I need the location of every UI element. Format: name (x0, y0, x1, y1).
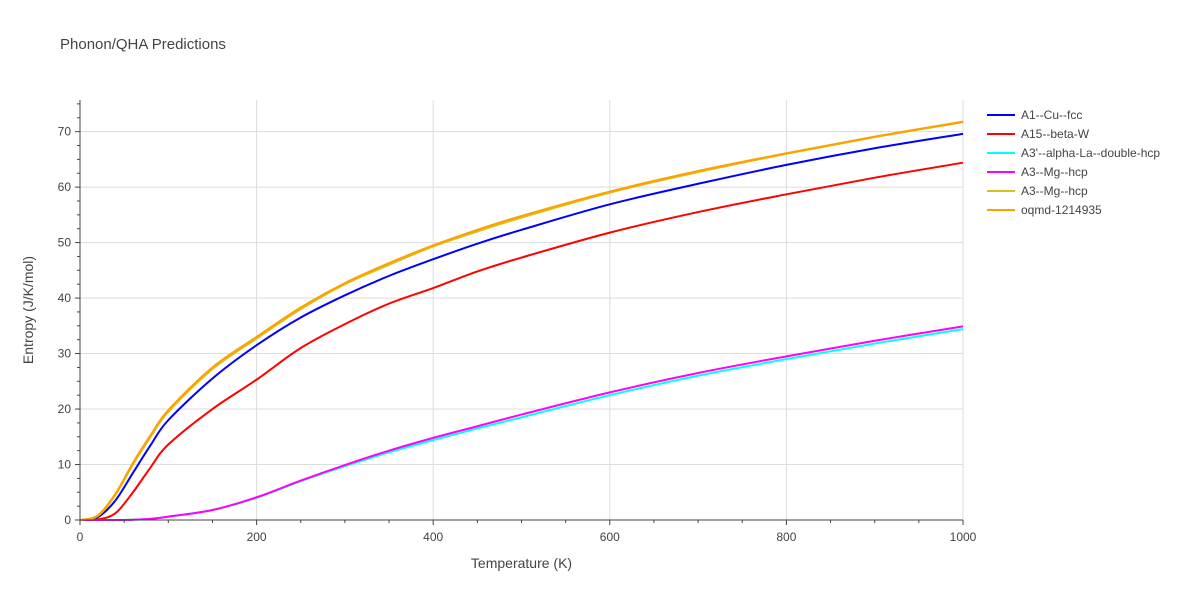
y-tick-label: 20 (58, 402, 72, 416)
x-tick-label: 1000 (950, 530, 977, 544)
x-axis-title: Temperature (K) (471, 555, 572, 571)
tick-labels: 0 200 400 600 800 1000 0 10 20 30 40 50 60 70 (58, 125, 977, 544)
x-tick-label: 0 (77, 530, 84, 544)
y-tick-label: 60 (58, 180, 72, 194)
series-lines (79, 120, 964, 522)
y-tick-label: 0 (64, 513, 71, 527)
legend-label: A1--Cu--fcc (1021, 108, 1082, 122)
legend: A1--Cu--fcc A15--beta-W A3'--alpha-La--dou… (987, 108, 1160, 217)
x-tick-label: 600 (600, 530, 620, 544)
y-tick-label: 70 (58, 125, 72, 139)
legend-label: A3--Mg--hcp (1021, 184, 1088, 198)
x-tick-label: 200 (247, 530, 267, 544)
y-tick-label: 40 (58, 291, 72, 305)
series-line-3 (80, 325, 964, 522)
series-line-5 (79, 120, 964, 521)
y-tick-label: 10 (58, 458, 72, 472)
series-line-2 (80, 328, 964, 522)
x-tick-label: 800 (776, 530, 796, 544)
x-tick-label: 400 (423, 530, 443, 544)
series-line-1 (79, 161, 964, 522)
grid-lines (80, 100, 964, 520)
series-line-0 (79, 132, 964, 521)
y-tick-label: 30 (58, 347, 72, 361)
legend-label: A15--beta-W (1021, 127, 1090, 141)
series-line-4 (79, 121, 964, 521)
axes (75, 100, 964, 525)
legend-label: A3--Mg--hcp (1021, 165, 1088, 179)
y-axis-title: Entropy (J/K/mol) (20, 256, 36, 364)
y-tick-label: 50 (58, 236, 72, 250)
legend-label: oqmd-1214935 (1021, 203, 1102, 217)
chart-title: Phonon/QHA Predictions (60, 36, 226, 53)
legend-label: A3'--alpha-La--double-hcp (1021, 146, 1160, 160)
